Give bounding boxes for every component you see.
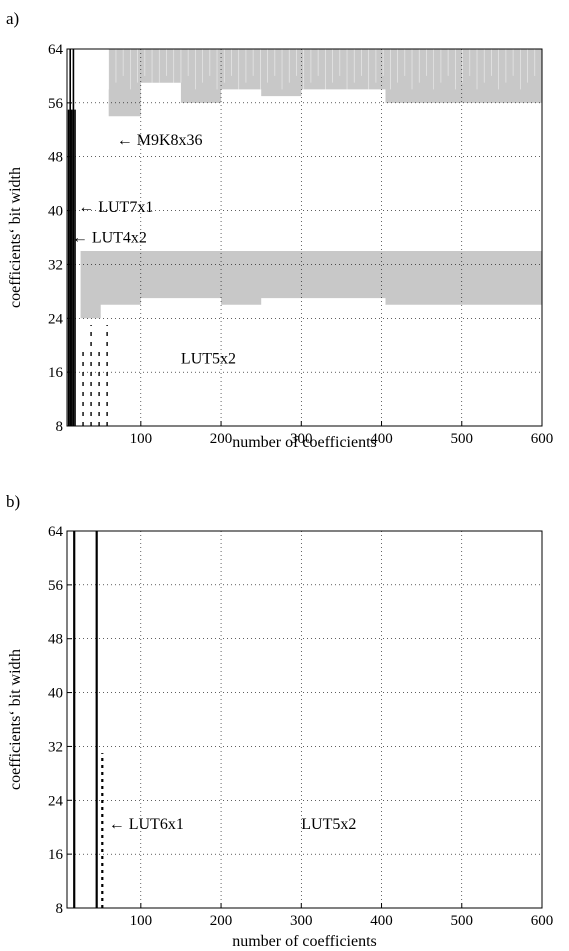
panel-b-label: b) (6, 492, 20, 511)
panel-a-xtick-label-5: 600 (531, 431, 554, 447)
panel-b-xtick-label-5: 600 (531, 913, 554, 929)
panel-a-ytick-label-4: 40 (48, 204, 63, 220)
panel-b-ytick-label-0: 8 (56, 901, 64, 917)
panel-b-xtick-label-0: 100 (130, 913, 153, 929)
panel-a-ytick-label-1: 16 (48, 365, 64, 381)
panel-a-ytick-label-7: 64 (48, 42, 64, 58)
panel-a-xtick-label-1: 200 (210, 431, 233, 447)
panel-a-ytick-label-3: 32 (48, 257, 63, 273)
panel-a-xlabel: number of coefficients (232, 434, 377, 451)
panel-a-xtick-label-0: 100 (130, 431, 153, 447)
panel-b-ytick-label-4: 40 (48, 686, 63, 702)
panel-a-label: a) (6, 9, 19, 28)
panel-b-ytick-label-2: 24 (48, 793, 64, 809)
panel-a-ylabel: coefficients‘ bit width (7, 167, 24, 308)
panel-a-ytick-label-0: 8 (56, 419, 64, 435)
panel-b-annotation-1: LUT5x2 (301, 816, 356, 833)
panel-b-ylabel: coefficients‘ bit width (7, 649, 24, 790)
panel-b-annotation-0: ← LUT6x1 (109, 816, 184, 833)
panel-a-annotation-0: ← M9K8x36 (117, 132, 203, 149)
panel-b-xlabel: number of coefficients (232, 933, 377, 950)
panel-b-ytick-label-1: 16 (48, 847, 64, 863)
panel-a-annotation-1: ← LUT7x1 (78, 199, 153, 216)
panel-a-xtick-label-2: 300 (290, 431, 313, 447)
panel-b-xtick-label-1: 200 (210, 913, 233, 929)
panel-a-xtick-label-4: 500 (451, 431, 474, 447)
panel-b-xtick-label-2: 300 (290, 913, 313, 929)
panel-b-xtick-label-4: 500 (451, 913, 474, 929)
panel-b-ytick-label-7: 64 (48, 524, 64, 540)
panel-a-annotation-2: ← LUT4x2 (72, 230, 147, 247)
panel-a-ytick-label-6: 56 (48, 96, 64, 112)
panel-a-annotation-3: LUT5x2 (181, 351, 236, 368)
panel-b-xtick-label-3: 400 (370, 913, 393, 929)
panel-b-frame (66, 530, 543, 909)
panel-a-xtick-label-3: 400 (370, 431, 393, 447)
panel-b-ytick-label-3: 32 (48, 739, 63, 755)
panel-a-frame (66, 48, 543, 427)
panel-a-ytick-label-5: 48 (48, 150, 63, 166)
panel-b-ytick-label-5: 48 (48, 632, 63, 648)
panel-a-lower-gray-band (80, 251, 542, 319)
panel-b-ytick-label-6: 56 (48, 578, 64, 594)
panel-a-ytick-label-2: 24 (48, 311, 64, 327)
